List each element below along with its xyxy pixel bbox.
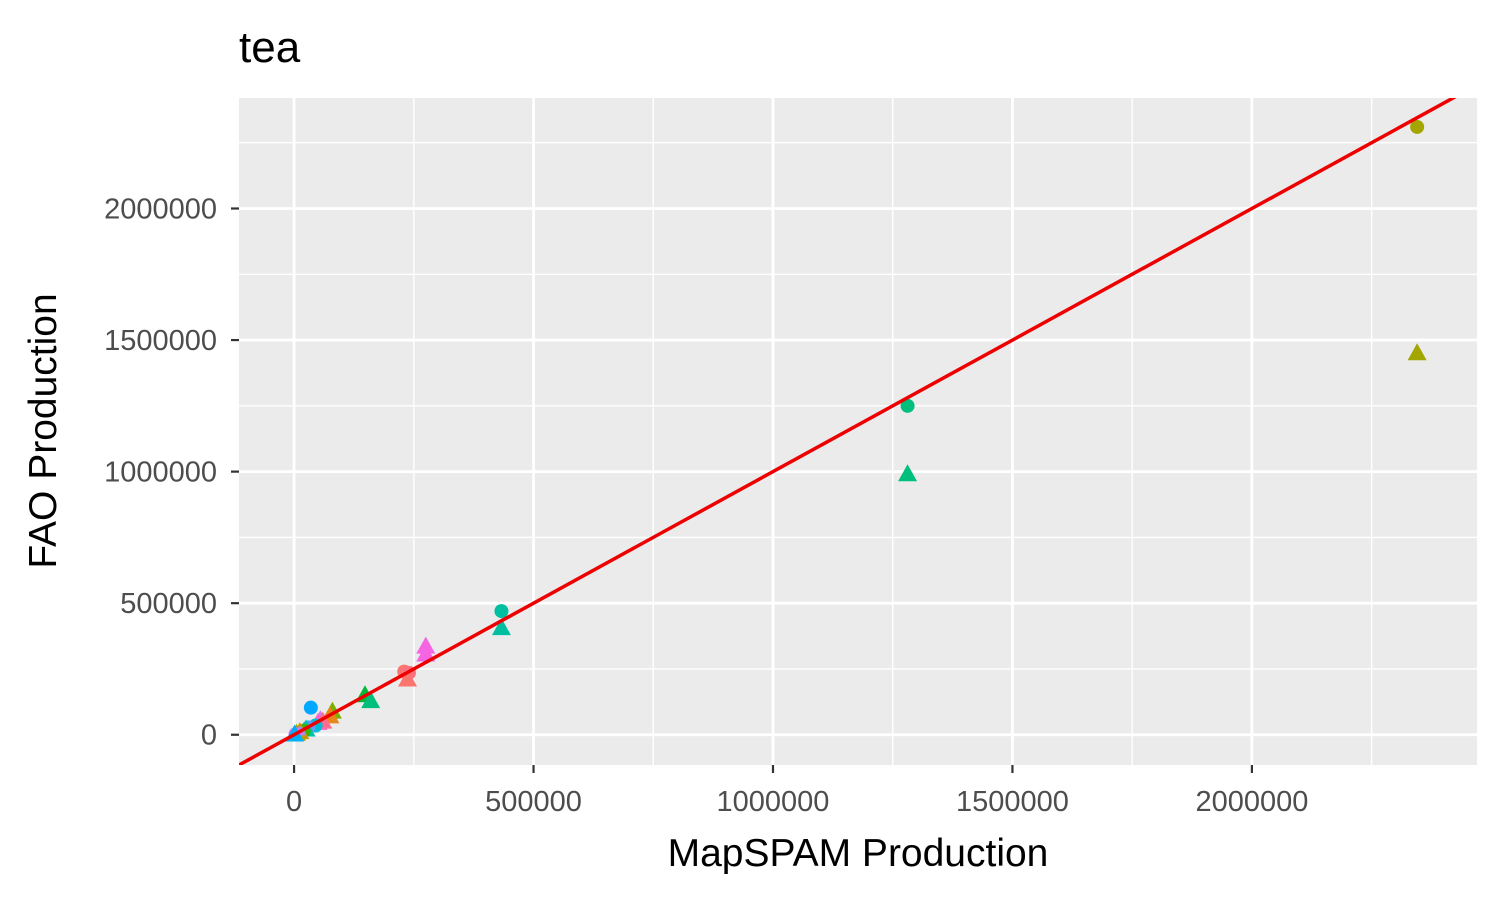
data-point-triangle — [898, 464, 918, 482]
x-tick-label: 1500000 — [956, 786, 1069, 818]
data-point-circle — [494, 604, 509, 619]
data-point-triangle — [361, 691, 381, 709]
y-axis-title: FAO Production — [22, 293, 65, 568]
major-gridlines — [239, 98, 1477, 765]
x-tick-label: 1000000 — [717, 786, 830, 818]
data-point-triangle — [491, 618, 511, 636]
data-point-triangle — [416, 644, 436, 662]
x-tick-label: 2000000 — [1195, 786, 1308, 818]
x-tick-label: 0 — [286, 786, 302, 818]
y-tick-label: 1000000 — [104, 457, 217, 489]
y-tick-label: 1500000 — [104, 325, 217, 357]
chart-title: tea — [239, 23, 301, 72]
y-tick-label: 500000 — [120, 588, 217, 620]
data-point-circle — [900, 398, 915, 413]
x-axis: 0 500000 1000000 1500000 2000000 — [286, 765, 1308, 818]
y-tick-label: 0 — [201, 720, 217, 752]
data-point-triangle — [398, 669, 418, 687]
data-point-circle — [303, 700, 318, 715]
x-axis-title: MapSPAM Production — [668, 832, 1049, 875]
y-axis: 0 500000 1000000 1500000 2000000 — [104, 194, 239, 752]
reference-line — [239, 98, 1457, 765]
y-tick-label: 2000000 — [104, 194, 217, 226]
data-point-circle — [1410, 119, 1425, 134]
reference-line-group — [239, 98, 1457, 765]
data-point-triangle — [1407, 343, 1427, 361]
x-tick-label: 500000 — [485, 786, 582, 818]
